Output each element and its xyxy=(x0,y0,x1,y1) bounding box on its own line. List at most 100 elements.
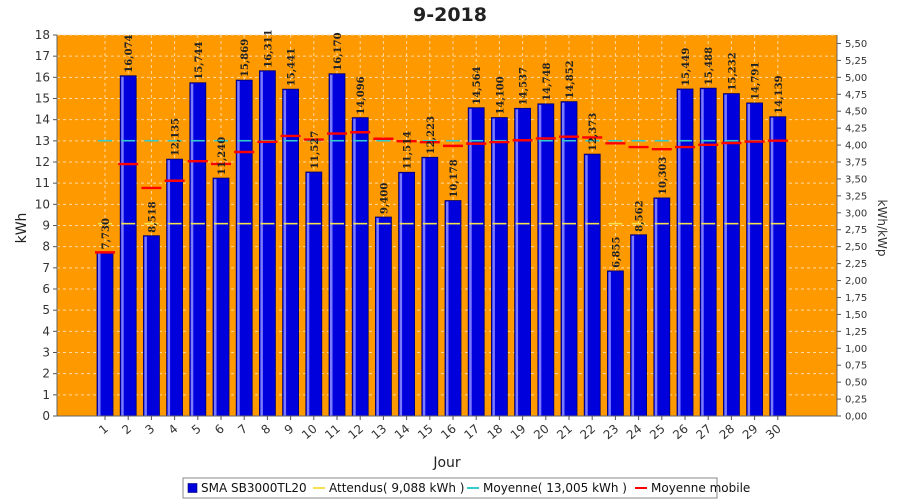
data-label: 10,303 xyxy=(658,157,669,195)
bar-highlight xyxy=(260,71,263,417)
bar-highlight xyxy=(353,118,356,416)
data-label: 16,074 xyxy=(124,34,135,72)
y-tick-label: 9 xyxy=(42,219,50,233)
data-label: 14,564 xyxy=(472,66,483,104)
bar-highlight xyxy=(562,102,565,417)
legend-box xyxy=(182,477,718,499)
bar-highlight xyxy=(701,89,704,417)
y2-tick-label: 2,25 xyxy=(845,259,867,270)
legend-label: Moyenne( 13,005 kWh ) xyxy=(483,481,627,495)
x-tick-label: 24 xyxy=(624,422,645,443)
y2-tick-label: 3,25 xyxy=(845,191,867,202)
x-tick-label: 18 xyxy=(485,422,506,443)
legend-label: SMA SB3000TL20 xyxy=(201,481,307,495)
x-tick-label: 22 xyxy=(577,422,598,443)
bar-highlight xyxy=(631,235,635,416)
y-tick-label: 13 xyxy=(35,134,50,148)
data-label: 9,400 xyxy=(379,183,390,214)
data-label: 15,869 xyxy=(240,39,251,77)
data-label: 14,096 xyxy=(356,76,367,114)
bar-highlight xyxy=(399,173,403,416)
y2-axis-label: kWh/kWp xyxy=(875,200,889,257)
bar-highlight xyxy=(469,108,472,416)
y-tick-label: 6 xyxy=(42,282,50,296)
bar-highlight xyxy=(492,118,495,417)
bar-highlight xyxy=(376,218,379,416)
bar-highlight xyxy=(538,104,542,417)
y-tick-label: 5 xyxy=(42,303,50,317)
data-label: 14,139 xyxy=(774,75,785,113)
y-tick-label: 15 xyxy=(35,92,50,106)
data-label: 15,449 xyxy=(681,48,692,86)
x-tick-label: 28 xyxy=(717,422,738,443)
y-tick-label: 1 xyxy=(42,388,50,402)
bar-highlight xyxy=(167,160,171,416)
bar-highlight xyxy=(608,271,611,416)
legend: SMA SB3000TL20 Attendus( 9,088 kWh ) Moyen… xyxy=(182,477,750,499)
y2-tick-label: 5,50 xyxy=(845,39,867,50)
data-label: 12,223 xyxy=(426,116,437,154)
bar-highlight xyxy=(190,83,194,416)
y-tick-label: 12 xyxy=(35,155,50,169)
data-label: 7,730 xyxy=(101,218,112,249)
x-tick-label: 15 xyxy=(415,422,436,443)
legend-label: Moyenne mobile xyxy=(651,481,750,495)
x-tick-label: 25 xyxy=(647,422,668,443)
y2-tick-label: 1,00 xyxy=(845,344,867,355)
data-label: 14,852 xyxy=(565,60,576,98)
x-tick-label: 23 xyxy=(601,422,622,443)
y-axis-label: kWh xyxy=(14,213,30,244)
data-label: 12,135 xyxy=(171,118,182,156)
y-tick-label: 4 xyxy=(42,324,50,338)
bar-highlight xyxy=(515,109,519,416)
bar-highlight xyxy=(144,236,147,416)
bar-highlight xyxy=(654,198,658,416)
line-layer xyxy=(95,131,788,254)
data-label: 11,240 xyxy=(217,137,228,175)
bar-highlight xyxy=(770,117,774,417)
x-tick-label: 26 xyxy=(670,422,691,443)
x-tick-label: 4 xyxy=(166,422,181,438)
y2-tick-label: 5,25 xyxy=(845,56,867,67)
bar-highlight xyxy=(585,155,588,416)
data-label: 15,488 xyxy=(704,47,715,85)
data-label: 14,537 xyxy=(519,67,530,105)
bar-highlight xyxy=(306,173,310,416)
y-tick-label: 7 xyxy=(42,261,50,275)
x-tick-label: 9 xyxy=(282,422,297,438)
data-label: 14,748 xyxy=(542,63,553,101)
y2-tick-label: 4,75 xyxy=(845,90,867,101)
data-label: 16,170 xyxy=(333,32,344,70)
legend-label: Attendus( 9,088 kWh ) xyxy=(329,481,464,495)
data-label: 15,744 xyxy=(194,41,205,79)
x-tick-label: 19 xyxy=(508,422,529,443)
bar-highlight xyxy=(422,158,426,416)
x-axis-label: Jour xyxy=(432,455,461,471)
chart-title: 9-2018 xyxy=(413,4,487,26)
y2-tick-label: 2,00 xyxy=(845,276,867,287)
x-tick-label: 8 xyxy=(258,422,273,438)
data-label-layer: 7,730 16,074 8,518 12,135 15,744 11,240 15,869… xyxy=(101,29,785,267)
data-label: 16,311 xyxy=(263,29,274,67)
y2-tick-label: 5,00 xyxy=(845,73,867,84)
x-tick-label: 20 xyxy=(531,422,552,443)
data-label: 15,232 xyxy=(727,52,738,90)
y2-tick-label: 2,50 xyxy=(845,242,867,253)
data-label: 10,178 xyxy=(449,159,460,197)
x-tick-label: 7 xyxy=(235,422,250,438)
bar-highlight xyxy=(678,89,681,417)
y-tick-label: 17 xyxy=(35,49,50,63)
x-tick-label: 11 xyxy=(322,422,343,443)
x-tick-label: 14 xyxy=(392,422,413,443)
bar-highlight xyxy=(747,103,751,417)
y2-tick-label: 1,75 xyxy=(845,293,867,304)
y-tick-label: 11 xyxy=(35,176,50,190)
y-tick-label: 8 xyxy=(42,240,50,254)
data-label: 11,514 xyxy=(403,131,414,169)
data-label: 8,518 xyxy=(147,201,158,232)
x-tick-label: 27 xyxy=(693,422,714,443)
data-label: 14,791 xyxy=(751,62,762,100)
y2-tick-label: 2,75 xyxy=(845,225,867,236)
bar-highlight xyxy=(283,90,287,416)
